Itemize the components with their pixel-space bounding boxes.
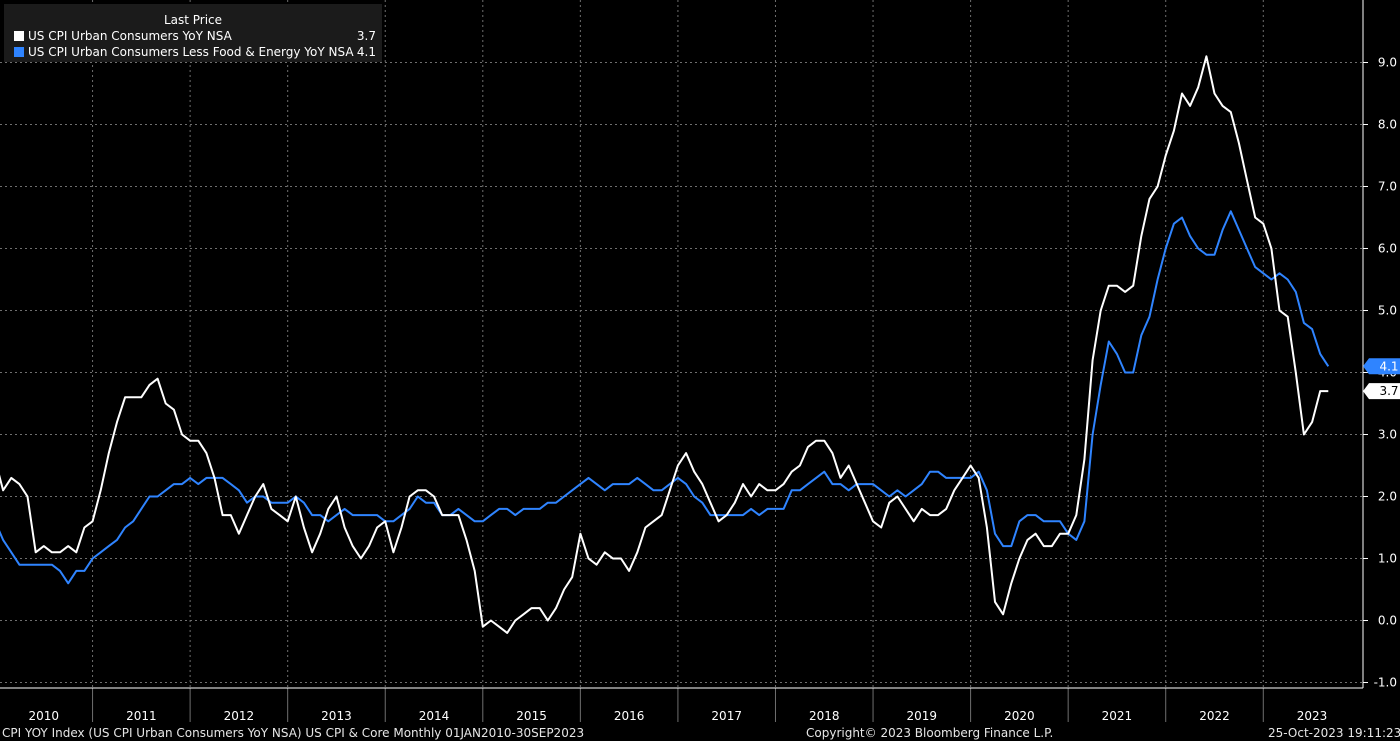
series bbox=[0, 55, 1330, 634]
legend-item-core: US CPI Urban Consumers Less Food & Energ… bbox=[14, 44, 376, 60]
last-value-tag-core-box bbox=[1363, 358, 1400, 375]
series-line-core bbox=[0, 210, 1330, 585]
x-tick-label: 2019 bbox=[907, 709, 938, 723]
last-value-tag-core: 4.1 bbox=[1363, 358, 1400, 375]
x-tick-label: 2017 bbox=[711, 709, 742, 723]
footer-timestamp: 25-Oct-2023 19:11:23 bbox=[1268, 726, 1400, 740]
x-tick-label: 2020 bbox=[1004, 709, 1035, 723]
x-tick-label: 2010 bbox=[29, 709, 60, 723]
y-tick-label: 6.0 bbox=[1378, 242, 1397, 256]
grid bbox=[0, 0, 1363, 688]
legend-item-cpi: US CPI Urban Consumers YoY NSA 3.7 bbox=[14, 28, 376, 44]
legend-swatch-cpi bbox=[14, 31, 24, 41]
last-value-labels: 3.7 4.1 bbox=[1363, 358, 1400, 400]
y-tick-label: 0.0 bbox=[1378, 614, 1397, 628]
last-value-tag-cpi-box bbox=[1363, 383, 1400, 400]
y-tick-label: 1.0 bbox=[1378, 552, 1397, 566]
y-tick-label: 7.0 bbox=[1378, 180, 1397, 194]
legend: Last Price US CPI Urban Consumers YoY NS… bbox=[4, 4, 382, 62]
series-line-cpi bbox=[0, 55, 1329, 634]
y-tick-label: 9.0 bbox=[1378, 56, 1397, 70]
legend-value-cpi: 3.7 bbox=[356, 29, 376, 43]
x-tick-label: 2011 bbox=[126, 709, 157, 723]
legend-label-cpi: US CPI Urban Consumers YoY NSA bbox=[28, 29, 232, 43]
footer-description: CPI YOY Index (US CPI Urban Consumers Yo… bbox=[2, 726, 585, 740]
y-tick-label: 5.0 bbox=[1378, 304, 1397, 318]
y-tick-label: 2.0 bbox=[1378, 490, 1397, 504]
x-tick-label: 2018 bbox=[809, 709, 840, 723]
x-tick-label: 2015 bbox=[516, 709, 547, 723]
x-tick-label: 2022 bbox=[1199, 709, 1230, 723]
x-tick-label: 2023 bbox=[1297, 709, 1328, 723]
y-tick-label: 8.0 bbox=[1378, 118, 1397, 132]
x-tick-label: 2021 bbox=[1102, 709, 1133, 723]
legend-swatch-core bbox=[14, 47, 24, 57]
x-tick-label: 2016 bbox=[614, 709, 645, 723]
last-value-tag-core-text: 4.1 bbox=[1379, 359, 1398, 373]
footer-copyright: Copyright© 2023 Bloomberg Finance L.P. bbox=[806, 726, 1054, 740]
y-tick-label: -1.0 bbox=[1374, 676, 1397, 690]
legend-value-core: 4.1 bbox=[356, 45, 376, 59]
legend-label-core: US CPI Urban Consumers Less Food & Energ… bbox=[28, 45, 354, 59]
last-value-tag-cpi: 3.7 bbox=[1363, 383, 1400, 400]
last-value-tag-cpi-text: 3.7 bbox=[1379, 384, 1398, 398]
legend-title: Last Price bbox=[163, 13, 223, 27]
x-tick-label: 2014 bbox=[419, 709, 450, 723]
y-tick-label: 3.0 bbox=[1378, 428, 1397, 442]
x-tick-label: 2012 bbox=[224, 709, 255, 723]
x-tick-label: 2013 bbox=[321, 709, 352, 723]
axes: 2010 2011 2012 2013 2014 2015 2016 2017 2018 2019… bbox=[0, 0, 1397, 723]
